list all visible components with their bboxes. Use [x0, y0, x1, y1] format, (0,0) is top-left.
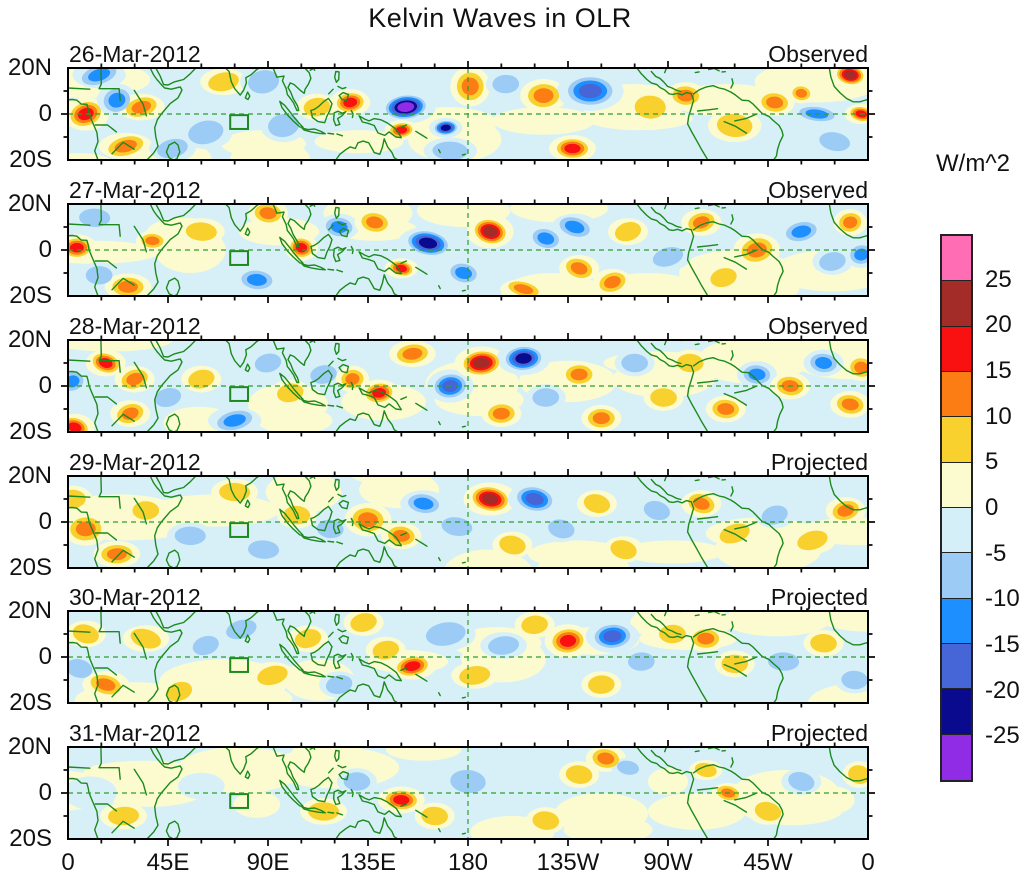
colorbar-tick-label: 25 [985, 266, 1012, 293]
y-tick-label-0: 0 [38, 643, 52, 670]
colorbar-unit-label: W/m^2 [936, 150, 1010, 177]
x-tick-label: 0 [61, 849, 75, 876]
y-tick-label-20s: 20S [9, 282, 52, 309]
x-tick-label: 135W [536, 849, 600, 876]
colorbar-tick-label: 0 [985, 494, 999, 521]
panel-date-label: 29-Mar-2012 [69, 449, 201, 475]
colorbar-tick-label: 10 [985, 403, 1012, 430]
colorbar-tick-label: -15 [985, 631, 1020, 658]
panel-status-label: Observed [768, 41, 868, 67]
x-tick-label: 90E [246, 849, 290, 876]
y-tick-label-0: 0 [38, 100, 52, 127]
colorbar-cell [942, 643, 971, 690]
y-tick-label-20n: 20N [7, 597, 52, 624]
panel-29-mar: 29-Mar-2012 Projected 20N 0 20S [8, 449, 875, 581]
x-tick-label: 180 [447, 849, 489, 876]
colorbar-tick-label: -20 [985, 677, 1020, 704]
colorbar-tick-label: 15 [985, 357, 1012, 384]
colorbar-cell [942, 598, 971, 644]
colorbar-swatches [940, 234, 973, 782]
colorbar-cell [942, 462, 971, 508]
panel-date-label: 28-Mar-2012 [69, 313, 201, 339]
x-tick-label: 45E [146, 849, 190, 876]
panel-status-label: Projected [770, 584, 868, 610]
x-tick-label: 45W [743, 849, 793, 876]
colorbar-cell [942, 734, 971, 780]
y-tick-label-20n: 20N [7, 462, 52, 489]
panel-30-mar: 30-Mar-2012 Projected 20N 0 20S [8, 584, 875, 716]
y-tick-label-20n: 20N [7, 326, 52, 353]
panel-status-label: Projected [770, 720, 868, 746]
panel-date-label: 26-Mar-2012 [69, 41, 201, 67]
colorbar-cell [942, 553, 971, 599]
panel-status-label: Observed [768, 313, 868, 339]
colorbar-cell [942, 236, 971, 282]
colorbar-tick-label: -5 [985, 540, 1007, 567]
colorbar: W/m^2 25 20 15 10 5 0 -5 -10 -15 -20 -25 [936, 150, 1020, 782]
colorbar-cell [942, 507, 971, 554]
x-tick-label: 0 [861, 849, 875, 876]
x-axis: 0 45E 90E 135E 180 135W 90W 45W 0 [61, 849, 874, 881]
y-tick-label-0: 0 [38, 372, 52, 399]
x-tick-label: 135E [339, 849, 397, 876]
panel-date-label: 30-Mar-2012 [69, 584, 201, 610]
panel-date-label: 27-Mar-2012 [69, 177, 201, 203]
y-tick-label-20s: 20S [9, 825, 52, 852]
olr-map-panel [61, 740, 875, 846]
y-tick-label-0: 0 [38, 779, 52, 806]
panel-31-mar: 31-Mar-2012 Projected 20N 0 20S [8, 720, 875, 852]
panel-status-label: Observed [768, 177, 868, 203]
colorbar-cell [942, 281, 971, 327]
y-tick-label-20s: 20S [9, 554, 52, 581]
olr-map-panel [61, 197, 875, 303]
y-tick-label-20s: 20S [9, 689, 52, 716]
y-tick-label-20n: 20N [7, 190, 52, 217]
panel-status-label: Projected [770, 449, 868, 475]
colorbar-tick-label: 20 [985, 311, 1012, 338]
colorbar-cell [942, 689, 971, 735]
y-tick-label-20n: 20N [7, 733, 52, 760]
colorbar-tick-label: -10 [985, 585, 1020, 612]
y-tick-label-20n: 20N [7, 54, 52, 81]
olr-map-panel [61, 333, 875, 439]
colorbar-tick-label: 5 [985, 448, 999, 475]
y-tick-label-0: 0 [38, 236, 52, 263]
panel-date-label: 31-Mar-2012 [69, 720, 201, 746]
colorbar-cell [942, 371, 971, 418]
colorbar-tick-label: -25 [985, 722, 1020, 749]
olr-map-panel [61, 61, 875, 167]
panel-28-mar: 28-Mar-2012 Observed 20N 0 20S [8, 313, 875, 445]
panel-26-mar: 26-Mar-2012 Observed 20N 0 20S [8, 41, 875, 173]
olr-map-panel [61, 469, 875, 575]
y-tick-label-20s: 20S [9, 146, 52, 173]
y-tick-label-20s: 20S [9, 418, 52, 445]
y-tick-label-0: 0 [38, 508, 52, 535]
colorbar-cell [942, 417, 971, 463]
colorbar-cell [942, 326, 971, 372]
panel-27-mar: 27-Mar-2012 Observed 20N 0 20S [8, 177, 875, 309]
olr-map-panel [61, 604, 875, 710]
x-tick-label: 90W [643, 849, 693, 876]
figure-title: Kelvin Waves in OLR [368, 3, 632, 33]
